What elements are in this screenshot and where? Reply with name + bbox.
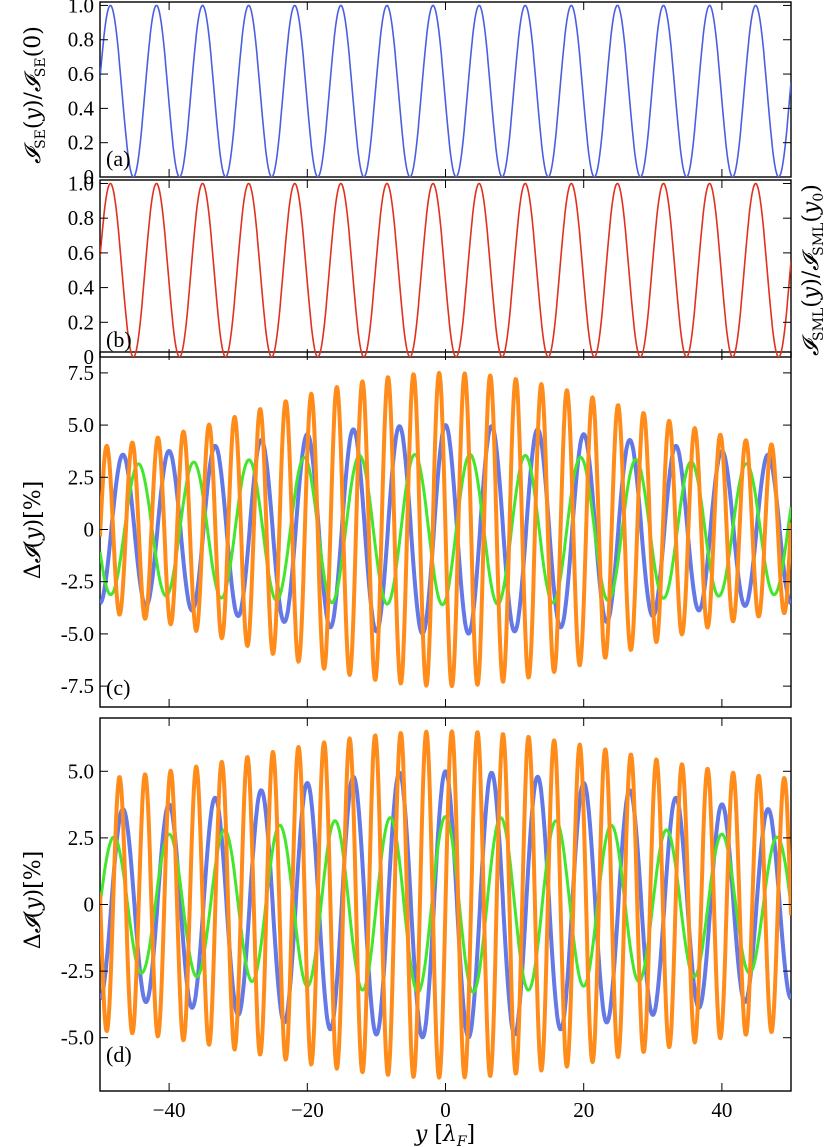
panel-c-ytick-label: 5.0 bbox=[68, 413, 94, 437]
panel-a-series bbox=[100, 4, 791, 177]
panel-c-ytick-label: -7.5 bbox=[61, 674, 94, 698]
panel-c-ytick-label: 2.5 bbox=[68, 465, 94, 489]
panel-c-series-3 bbox=[100, 370, 791, 689]
panel-b-ylabel: 𝓘SML(y)/𝓘SML(y0) bbox=[799, 184, 827, 356]
x-tick-label: −40 bbox=[153, 1098, 186, 1122]
panel-d-label: (d) bbox=[106, 1042, 132, 1067]
panel-d-series-1 bbox=[100, 769, 791, 1040]
panel-a-ytick-label: 0.8 bbox=[68, 28, 94, 52]
panel-c-ytick-label: 7.5 bbox=[68, 361, 94, 385]
panel-b-ytick-label: 0.8 bbox=[68, 206, 94, 230]
panel-d-series bbox=[100, 729, 791, 1080]
panel-b-label: (b) bbox=[106, 327, 132, 352]
panel-d-ytick-label: 0 bbox=[84, 893, 95, 917]
x-tick-label: −20 bbox=[291, 1098, 324, 1122]
panel-a-ytick-label: 0 bbox=[84, 165, 95, 189]
panel-b-ytick-label: 1.0 bbox=[68, 171, 94, 195]
panel-b-frame bbox=[99, 179, 792, 358]
panel-d-ylabel: Δ𝓘(y)[%] bbox=[21, 851, 46, 949]
panel-c-ylabel: Δ𝓘(y)[%] bbox=[21, 481, 46, 579]
panel-d-ytick-label: 2.5 bbox=[68, 826, 94, 850]
panel-c-series bbox=[100, 370, 791, 689]
panel-c-series-1 bbox=[100, 423, 791, 636]
x-axis-label: y [λF] bbox=[414, 1122, 475, 1147]
x-tick-label: 40 bbox=[711, 1098, 732, 1122]
panel-b-ytick-label: 0.4 bbox=[68, 276, 95, 300]
panel-a-ytick-label: 0.2 bbox=[68, 131, 94, 155]
panel-d-series-3 bbox=[100, 729, 791, 1080]
panel-c-ytick-label: 0 bbox=[84, 518, 95, 542]
x-tick-label: 20 bbox=[573, 1098, 594, 1122]
panel-a-series-1 bbox=[100, 4, 791, 177]
panel-d-ytick-label: 5.0 bbox=[68, 759, 94, 783]
panel-a-frame bbox=[99, 1, 792, 178]
panel-d-ytick-label: -2.5 bbox=[61, 959, 94, 983]
panel-b-ytick-label: 0.2 bbox=[68, 310, 94, 334]
panel-b-series bbox=[100, 182, 791, 357]
panel-b-ytick-label: 0.6 bbox=[68, 241, 94, 265]
panel-a-ylabel: 𝓘SE(y)/𝓘SE(0) bbox=[21, 26, 49, 164]
panel-a-ytick-label: 0.6 bbox=[68, 62, 94, 86]
x-tick-label: 0 bbox=[440, 1098, 451, 1122]
panel-b-ytick-label: 0 bbox=[84, 345, 95, 369]
panel-a-ytick-label: 1.0 bbox=[68, 0, 94, 17]
panel-c-ytick-label: -5.0 bbox=[61, 622, 94, 646]
axis-ticks: 00.20.40.60.81.000.20.40.60.81.0-7.5-5.0… bbox=[61, 0, 791, 1122]
panel-d-ytick-label: -5.0 bbox=[61, 1026, 94, 1050]
panel-a-label: (a) bbox=[106, 146, 130, 171]
panel-c-label: (c) bbox=[106, 675, 130, 700]
panel-c-ytick-label: -2.5 bbox=[61, 570, 94, 594]
panel-a-ytick-label: 0.4 bbox=[68, 96, 95, 120]
panel-b-series-1 bbox=[100, 182, 791, 357]
